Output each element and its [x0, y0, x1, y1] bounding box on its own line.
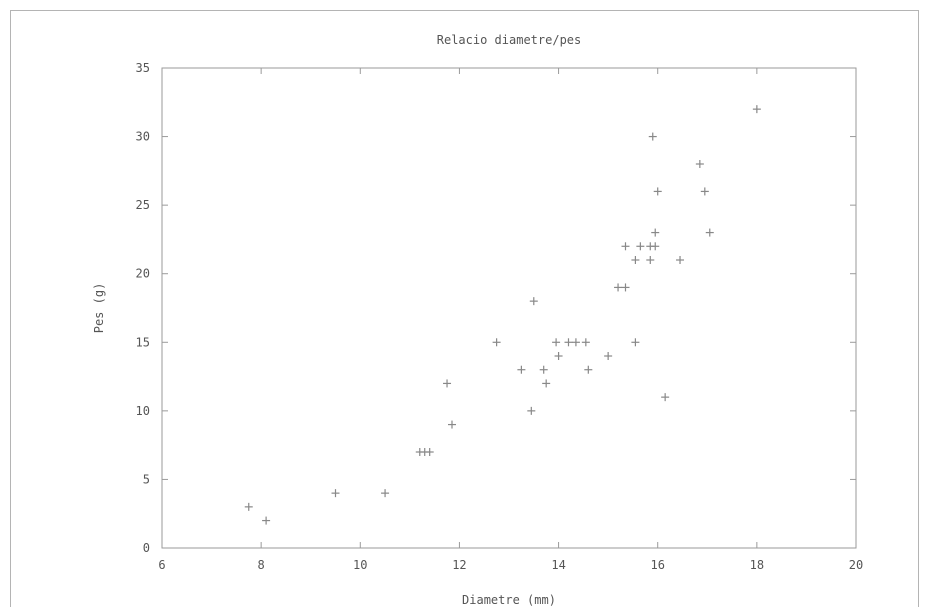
x-tick-label: 18	[750, 558, 764, 572]
axis-ticks	[161, 67, 857, 549]
y-tick-label: 20	[136, 267, 150, 281]
data-point	[564, 338, 573, 347]
y-tick-label: 15	[136, 335, 150, 349]
chart-title: Relacio diametre/pes	[437, 33, 582, 47]
data-point	[651, 242, 660, 251]
data-point	[244, 502, 253, 511]
data-point	[425, 448, 434, 456]
data-point	[676, 256, 685, 264]
data-point	[581, 338, 590, 347]
data-point	[631, 256, 640, 264]
y-tick-label: 30	[136, 130, 150, 144]
data-point	[636, 242, 645, 251]
data-point	[661, 393, 670, 402]
y-tick-label: 35	[136, 61, 150, 75]
data-point	[604, 352, 613, 360]
data-point	[651, 228, 660, 237]
data-point	[552, 338, 561, 347]
plot-area-border	[161, 67, 857, 549]
data-point	[700, 187, 709, 196]
data-point	[695, 160, 704, 168]
data-point	[631, 338, 640, 347]
x-tick-label: 16	[650, 558, 664, 572]
data-point	[621, 242, 630, 251]
data-point	[443, 379, 452, 388]
y-tick-label: 5	[143, 472, 150, 486]
data-point	[517, 365, 526, 374]
x-tick-label: 20	[849, 558, 863, 572]
data-point	[492, 338, 501, 347]
y-tick-label: 10	[136, 404, 150, 418]
data-point	[527, 406, 536, 415]
y-tick-label: 0	[143, 541, 150, 555]
data-point	[653, 187, 662, 196]
data-point	[539, 365, 548, 374]
x-tick-label: 8	[258, 558, 265, 572]
data-point	[447, 420, 456, 429]
data-point	[584, 365, 593, 374]
y-tick-label: 25	[136, 198, 150, 212]
data-point	[648, 132, 657, 141]
data-point	[621, 283, 630, 292]
data-point	[705, 228, 714, 237]
data-point	[554, 352, 563, 360]
x-tick-label: 10	[353, 558, 367, 572]
data-point	[571, 338, 580, 347]
y-axis-label: Pes (g)	[92, 283, 106, 334]
x-axis-label: Diametre (mm)	[462, 593, 556, 607]
data-point	[262, 516, 271, 525]
data-point	[331, 489, 340, 498]
x-tick-label: 14	[551, 558, 565, 572]
data-point	[646, 256, 655, 264]
data-point	[529, 297, 538, 306]
x-tick-label: 12	[452, 558, 466, 572]
x-tick-labels: 6 8 10 12 14 16 18 20	[158, 558, 863, 572]
data-point	[381, 489, 390, 498]
data-point	[614, 283, 623, 292]
x-tick-label: 6	[158, 558, 165, 572]
data-point	[542, 379, 551, 388]
y-tick-labels: 0 5 10 15 20 25 30 35	[136, 61, 150, 555]
data-point	[752, 105, 761, 114]
data-points	[244, 105, 761, 525]
